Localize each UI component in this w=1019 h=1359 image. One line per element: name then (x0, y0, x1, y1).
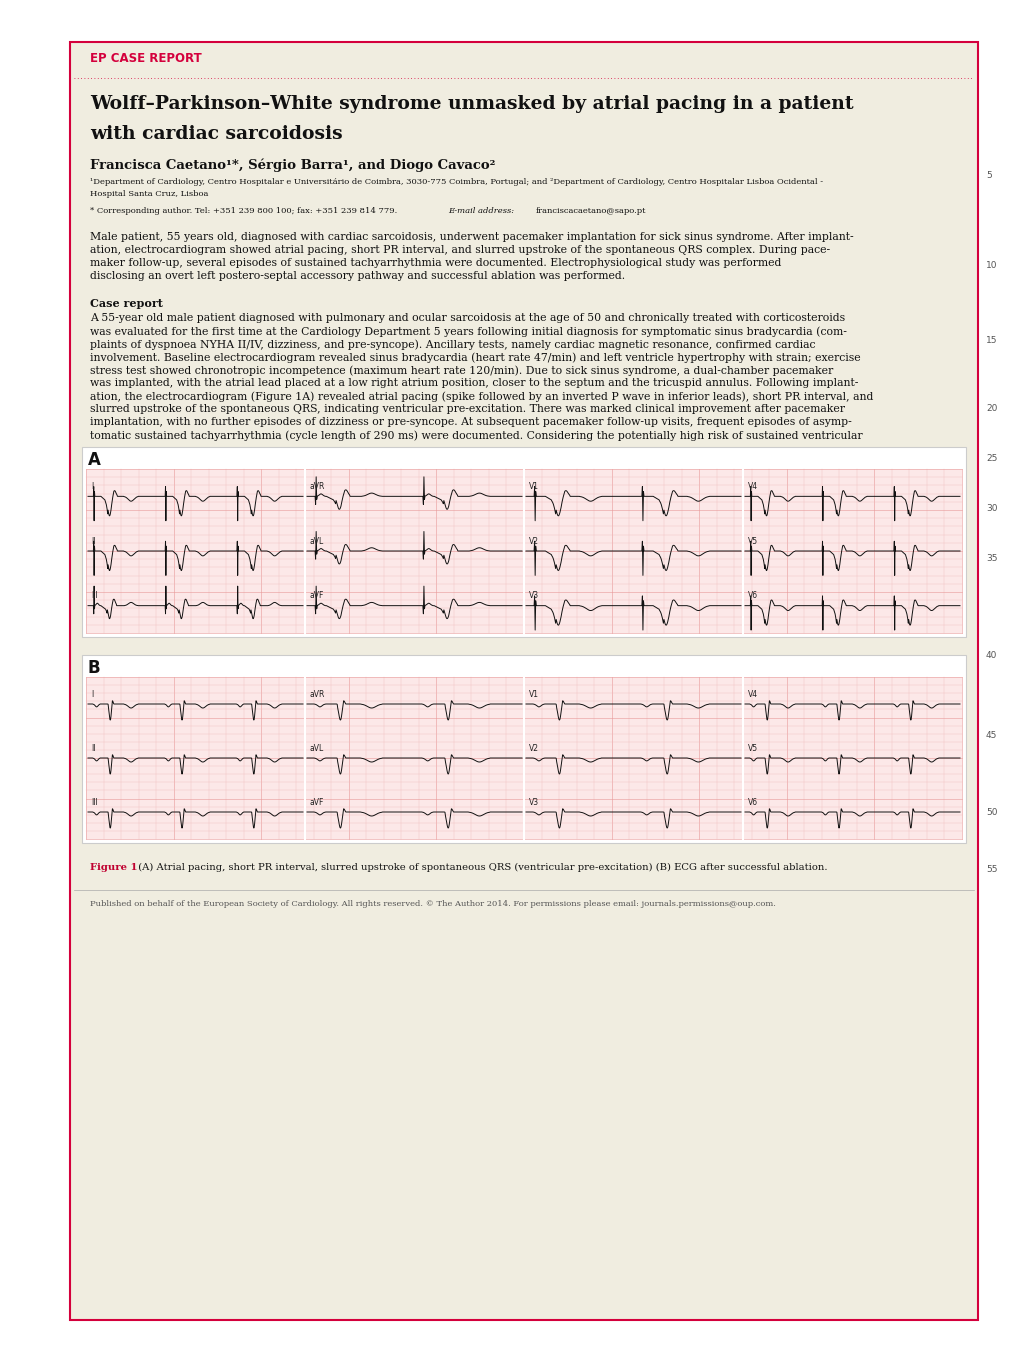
Text: A 55-year old male patient diagnosed with pulmonary and ocular sarcoidosis at th: A 55-year old male patient diagnosed wit… (90, 313, 845, 323)
Text: V5: V5 (747, 743, 757, 753)
Text: Published on behalf of the European Society of Cardiology. All rights reserved. : Published on behalf of the European Soci… (90, 900, 775, 908)
Text: Hospital Santa Cruz, Lisboa: Hospital Santa Cruz, Lisboa (90, 190, 208, 198)
Text: 50: 50 (985, 807, 997, 817)
Text: I: I (91, 482, 93, 491)
Text: 55: 55 (985, 866, 997, 874)
Bar (70, 42, 977, 1320)
Text: 40: 40 (985, 651, 997, 659)
Text: Male patient, 55 years old, diagnosed with cardiac sarcoidosis, underwent pacema: Male patient, 55 years old, diagnosed wi… (90, 232, 853, 242)
Text: was evaluated for the first time at the Cardiology Department 5 years following : was evaluated for the first time at the … (90, 326, 846, 337)
Text: involvement. Baseline electrocardiogram revealed sinus bradycardia (heart rate 4: involvement. Baseline electrocardiogram … (90, 352, 860, 363)
Text: tomatic sustained tachyarrhythmia (cycle length of 290 ms) were documented. Cons: tomatic sustained tachyarrhythmia (cycle… (90, 429, 862, 440)
Text: I: I (91, 690, 93, 699)
Text: aVR: aVR (310, 482, 325, 491)
Text: implantation, with no further episodes of dizziness or pre-syncope. At subsequen: implantation, with no further episodes o… (90, 417, 851, 427)
Text: III: III (91, 798, 98, 807)
Text: II: II (91, 537, 96, 546)
Text: plaints of dyspnoea NYHA II/IV, dizziness, and pre-syncope). Ancillary tests, na: plaints of dyspnoea NYHA II/IV, dizzines… (90, 338, 815, 349)
Text: 15: 15 (985, 336, 997, 344)
Text: aVL: aVL (310, 743, 324, 753)
Text: was implanted, with the atrial lead placed at a low right atrium position, close: was implanted, with the atrial lead plac… (90, 378, 858, 389)
Text: B: B (88, 659, 101, 677)
Text: A: A (88, 451, 101, 469)
Text: V6: V6 (747, 798, 757, 807)
Text: franciscacaetano@sapo.pt: franciscacaetano@sapo.pt (535, 207, 646, 215)
Bar (82, 655, 965, 843)
Text: with cardiac sarcoidosis: with cardiac sarcoidosis (90, 125, 342, 143)
Text: EP CASE REPORT: EP CASE REPORT (90, 52, 202, 65)
Text: 25: 25 (985, 454, 997, 462)
Text: aVL: aVL (310, 537, 324, 546)
Text: V4: V4 (747, 690, 757, 699)
Text: 45: 45 (985, 731, 997, 739)
Text: 20: 20 (985, 404, 997, 413)
Text: 30: 30 (985, 503, 997, 512)
Text: (A) Atrial pacing, short PR interval, slurred upstroke of spontaneous QRS (ventr: (A) Atrial pacing, short PR interval, sl… (131, 863, 826, 872)
Text: V1: V1 (529, 482, 538, 491)
Bar (86, 469, 961, 633)
Text: disclosing an overt left postero-septal accessory pathway and successful ablatio: disclosing an overt left postero-septal … (90, 270, 625, 281)
Bar (82, 447, 965, 637)
Text: III: III (91, 591, 98, 601)
Text: aVR: aVR (310, 690, 325, 699)
Text: aVF: aVF (310, 798, 324, 807)
Bar (86, 677, 961, 839)
Text: aVF: aVF (310, 591, 324, 601)
Text: 10: 10 (985, 261, 997, 269)
Text: stress test showed chronotropic incompetence (maximum heart rate 120/min). Due t: stress test showed chronotropic incompet… (90, 366, 833, 375)
Text: Francisca Caetano¹*, Sérgio Barra¹, and Diogo Cavaco²: Francisca Caetano¹*, Sérgio Barra¹, and … (90, 158, 495, 171)
Text: II: II (91, 743, 96, 753)
Text: Case report: Case report (90, 298, 163, 308)
Text: V2: V2 (529, 743, 538, 753)
Text: Wolff–Parkinson–White syndrome unmasked by atrial pacing in a patient: Wolff–Parkinson–White syndrome unmasked … (90, 95, 853, 113)
Text: * Corresponding author. Tel: +351 239 800 100; fax: +351 239 814 779.: * Corresponding author. Tel: +351 239 80… (90, 207, 399, 215)
Text: ¹Department of Cardiology, Centro Hospitalar e Universitário de Coimbra, 3030-77: ¹Department of Cardiology, Centro Hospit… (90, 178, 822, 186)
Text: V1: V1 (529, 690, 538, 699)
Text: V2: V2 (529, 537, 538, 546)
Text: maker follow-up, several episodes of sustained tachyarrhythmia were documented. : maker follow-up, several episodes of sus… (90, 258, 781, 268)
Text: Figure 1: Figure 1 (90, 863, 138, 872)
Text: E-mail address:: E-mail address: (447, 207, 517, 215)
Text: 5: 5 (985, 170, 990, 179)
Text: ation, the electrocardiogram (Figure 1A) revealed atrial pacing (spike followed : ation, the electrocardiogram (Figure 1A)… (90, 391, 872, 401)
Text: ation, electrocardiogram showed atrial pacing, short PR interval, and slurred up: ation, electrocardiogram showed atrial p… (90, 245, 829, 255)
Text: V6: V6 (747, 591, 757, 601)
Text: V3: V3 (529, 591, 539, 601)
Text: V4: V4 (747, 482, 757, 491)
Text: 35: 35 (985, 553, 997, 563)
Text: slurred upstroke of the spontaneous QRS, indicating ventricular pre-excitation. : slurred upstroke of the spontaneous QRS,… (90, 404, 844, 414)
Text: V5: V5 (747, 537, 757, 546)
Text: V3: V3 (529, 798, 539, 807)
